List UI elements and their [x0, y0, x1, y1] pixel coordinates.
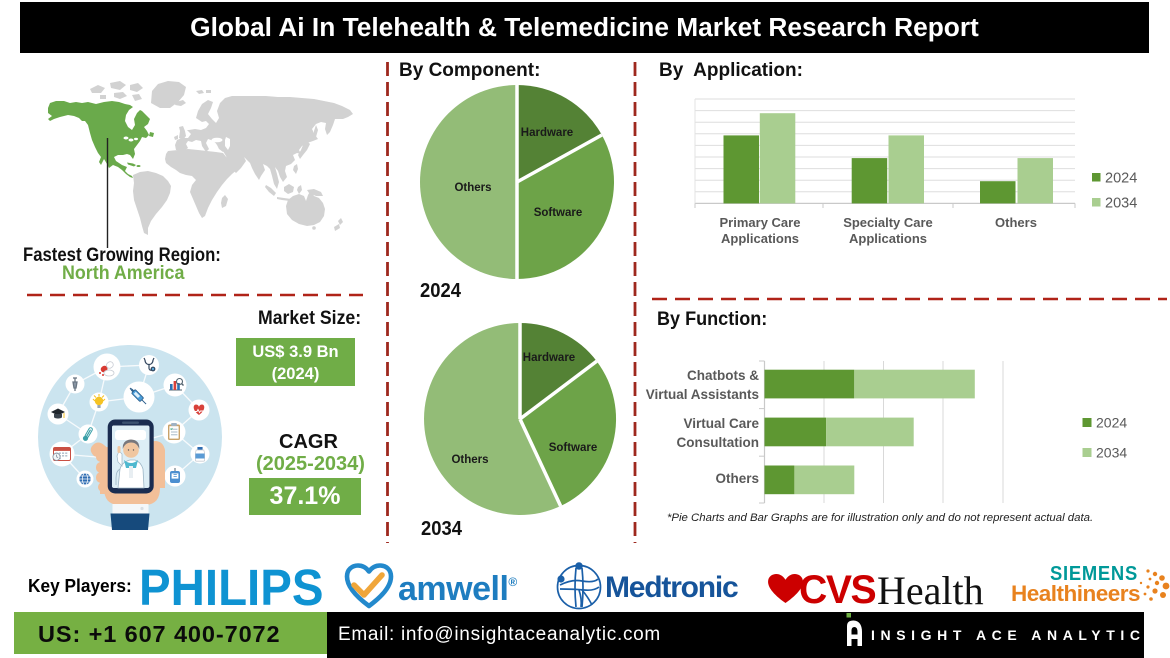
svg-text:Others: Others [451, 454, 488, 466]
svg-text:2024: 2024 [1105, 171, 1137, 187]
svg-text:2034: 2034 [1096, 445, 1127, 461]
svg-text:Hardware: Hardware [523, 352, 575, 364]
svg-text:2024: 2024 [1096, 415, 1127, 431]
svg-text:Others: Others [454, 182, 491, 194]
svg-text:Hardware: Hardware [521, 127, 573, 139]
svg-text:Software: Software [534, 207, 583, 219]
svg-text:Software: Software [549, 442, 598, 454]
svg-text:2034: 2034 [1105, 196, 1137, 212]
